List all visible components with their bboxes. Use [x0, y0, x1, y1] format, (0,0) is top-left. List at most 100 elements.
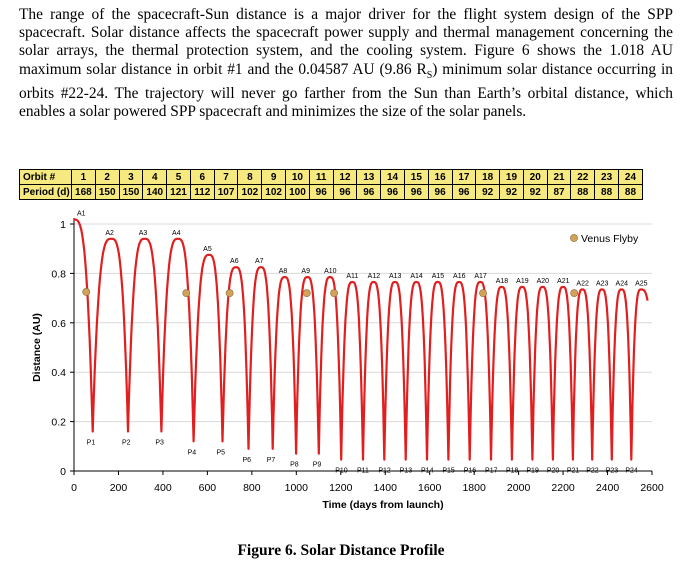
perihelion-label: P20	[547, 468, 560, 475]
x-tick-label: 800	[243, 482, 261, 494]
venus-flyby-marker	[225, 289, 234, 298]
venus-flyby-marker	[182, 289, 191, 298]
orbit-number-cell: 10	[285, 169, 310, 185]
orbit-period-table: Orbit # 1 2 3 4 5 6 7 8 9 10 11 12 13 14 15 16 17 18 19 20 2…	[19, 169, 644, 200]
perihelion-label: P10	[335, 468, 348, 475]
aphelion-label: A21	[557, 278, 570, 285]
orbit-number-cell: 23	[594, 169, 619, 185]
aphelion-label: A18	[496, 278, 509, 285]
distance-trajectory-line	[73, 218, 649, 461]
y-tick-label: 0.2	[51, 417, 66, 429]
aphelion-label: A17	[474, 273, 487, 280]
x-tick-label: 600	[199, 482, 217, 494]
aphelion-label: A7	[255, 258, 264, 265]
x-tick-label: 2600	[640, 482, 664, 494]
perihelion-label: P13	[400, 468, 413, 475]
aphelion-label: A1	[77, 211, 86, 218]
orbit-number-cell: 13	[356, 169, 382, 185]
orbit-number-cell: 21	[546, 169, 572, 185]
orbit-number-cell: 22	[570, 169, 596, 185]
aphelion-label: A9	[301, 268, 310, 275]
perihelion-label: P11	[357, 468, 369, 475]
aphelion-label: A24	[616, 280, 629, 287]
period-cell: 96	[356, 184, 382, 200]
paragraph-text-2: ) minimum solar distance occurring in or…	[19, 60, 673, 121]
venus-flyby-marker	[330, 289, 338, 298]
aphelion-label: A10	[324, 268, 337, 275]
orbit-row-label: Orbit #	[19, 169, 72, 185]
perihelion-label: P19	[526, 468, 539, 475]
orbit-number-cell: 5	[166, 169, 191, 185]
x-tick-label: 1400	[374, 482, 398, 494]
figure-caption: Figure 6. Solar Distance Profile	[237, 542, 445, 559]
aphelion-label: A20	[537, 278, 550, 285]
period-cell: 150	[94, 184, 120, 200]
venus-flyby-marker	[82, 288, 91, 296]
aphelion-label: A8	[279, 268, 288, 275]
orbit-number-cell: 12	[332, 169, 358, 185]
aphelion-label: A23	[596, 280, 609, 287]
period-cell: 150	[118, 184, 144, 200]
aphelion-label: A15	[432, 273, 445, 280]
perihelion-label: P15	[442, 468, 455, 475]
paragraph-text-1: The range of the spacecraft-Sun distance…	[19, 6, 673, 78]
perihelion-label: P22	[586, 468, 599, 475]
orbit-number-cell: 16	[427, 169, 453, 185]
period-cell: 96	[403, 184, 429, 200]
venus-flyby-marker	[479, 289, 487, 298]
perihelion-label: P1	[87, 439, 96, 446]
period-cell: 88	[617, 184, 644, 200]
period-cell: 96	[451, 184, 477, 200]
orbit-number-cell: 20	[522, 169, 548, 185]
orbit-number-cell: 9	[261, 169, 287, 185]
perihelion-label: P8	[290, 462, 299, 469]
y-axis-title: Distance (AU)	[31, 313, 43, 382]
aphelion-label: A2	[105, 230, 114, 237]
y-tick-label: 0.6	[51, 318, 66, 330]
orbit-number-cell: 24	[617, 169, 644, 185]
x-tick-label: 0	[71, 482, 77, 494]
period-cell: 96	[427, 184, 453, 200]
chart-labels: A1 A2 A3 A4 A5 A6 A7 A8 A9 A10 A11 A12 A13 A14 A15 A16 A…	[77, 211, 648, 475]
perihelion-label: P14	[421, 468, 434, 475]
perihelion-label: P2	[122, 439, 131, 446]
aphelion-label: A12	[368, 273, 381, 280]
perihelion-label: P9	[313, 462, 322, 469]
orbit-number-row: Orbit # 1 2 3 4 5 6 7 8 9 10 11 12 13 14 15 16 17 18 19 20 2…	[19, 169, 644, 185]
chart-legend: Venus Flyby	[570, 233, 639, 245]
period-cell: 92	[475, 184, 501, 200]
perihelion-label: P17	[485, 468, 498, 475]
orbit-number-cell: 7	[213, 169, 239, 185]
venus-flyby-marker	[570, 289, 579, 298]
orbit-number-cell: 17	[451, 169, 477, 185]
period-cell: 112	[189, 184, 215, 200]
period-cell: 107	[213, 184, 239, 200]
aphelion-label: A3	[139, 230, 148, 237]
perihelion-label: P21	[567, 468, 580, 475]
body-paragraph: The range of the spacecraft-Sun distance…	[19, 6, 673, 121]
aphelion-label: A6	[230, 258, 239, 265]
y-tick-label: 0.8	[51, 268, 66, 280]
perihelion-label: P23	[606, 468, 619, 475]
perihelion-label: P16	[464, 468, 477, 475]
period-cell: 96	[332, 184, 358, 200]
venus-flyby-legend-marker	[570, 234, 578, 242]
x-tick-label: 1200	[329, 482, 353, 494]
period-cell: 140	[142, 184, 168, 200]
x-tick-label: 1600	[418, 482, 442, 494]
perihelion-label: P4	[188, 449, 197, 456]
aphelion-label: A5	[203, 246, 212, 253]
x-tick-label: 1000	[285, 482, 309, 494]
aphelion-label: A13	[389, 273, 402, 280]
solar-distance-chart: 0 0.2 0.4 0.6 0.8 1 0 200 400 600 800 1000 1200 1400 1…	[31, 211, 664, 511]
perihelion-label: P3	[155, 439, 164, 446]
legend-label: Venus Flyby	[581, 233, 639, 245]
x-tick-label: 1800	[462, 482, 486, 494]
perihelion-label: P12	[378, 468, 391, 475]
period-row-label: Period (d)	[19, 184, 72, 200]
period-cell: 102	[261, 184, 287, 200]
period-row: Period (d) 168 150 150 140 121 112 107 102 102 10…	[19, 184, 644, 200]
orbit-number-cell: 4	[142, 169, 168, 185]
orbit-number-cell: 18	[475, 169, 501, 185]
period-cell: 88	[594, 184, 619, 200]
